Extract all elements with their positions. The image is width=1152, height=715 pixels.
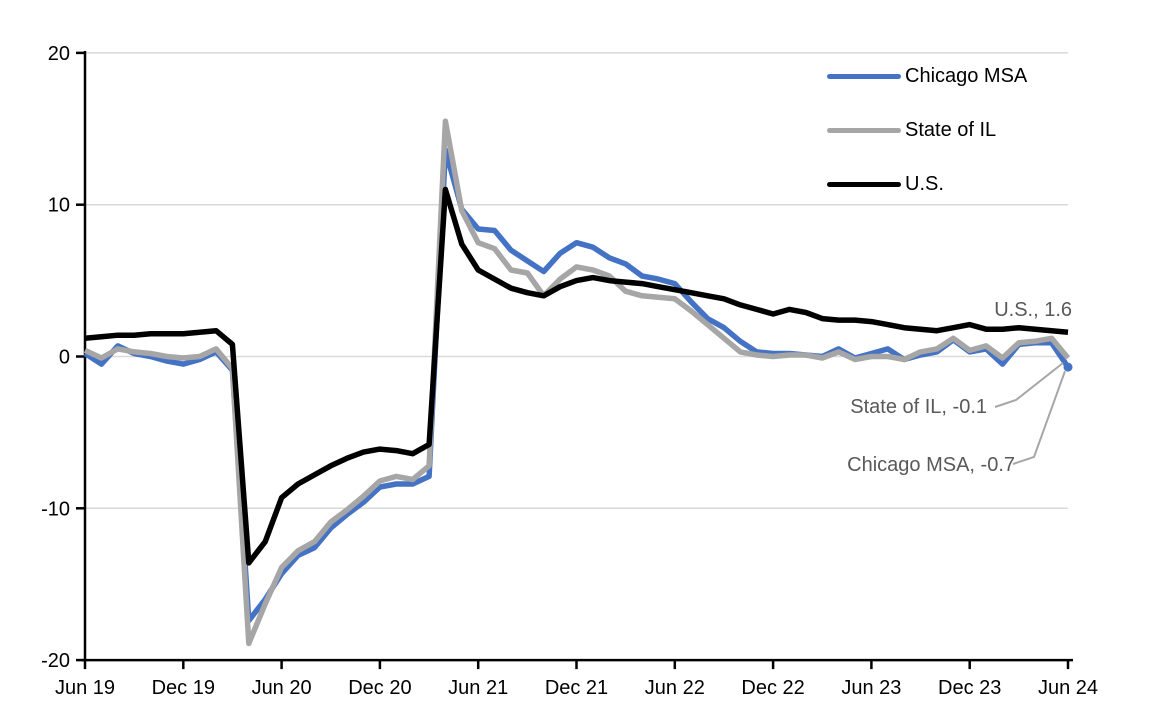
x-tick-label: Jun 24	[1038, 677, 1098, 699]
legend-label-chicago-msa: Chicago MSA	[905, 64, 1028, 87]
chicago-end-marker	[1063, 362, 1073, 372]
x-tick-label: Jun 22	[645, 677, 705, 699]
x-tick-label: Dec 22	[741, 677, 804, 699]
legend-swatch-state-of-il	[827, 127, 901, 133]
x-tick-label: Dec 21	[545, 677, 608, 699]
y-tick-label: 20	[48, 43, 70, 65]
x-tick-label: Dec 20	[348, 677, 411, 699]
leader-line-state-of-il	[994, 362, 1064, 408]
y-tick-label: -10	[41, 498, 70, 520]
legend-label-state-of-il: State of IL	[905, 118, 997, 141]
x-tick-label: Dec 19	[152, 677, 215, 699]
legend-item-state-of-il: State of IL	[827, 117, 996, 143]
x-tick-label: Jun 23	[841, 677, 901, 699]
legend-item-chicago-msa: Chicago MSA	[827, 63, 1027, 89]
x-tick-label: Jun 21	[448, 677, 508, 699]
end-label-us: U.S., 1.6	[994, 299, 1072, 321]
end-label-state-of-il: State of IL, -0.1	[850, 396, 987, 418]
legend-swatch-us	[827, 181, 901, 187]
x-tick-label: Jun 19	[55, 677, 115, 699]
y-tick-label: 10	[48, 195, 70, 217]
x-tick-label: Jun 20	[252, 677, 312, 699]
series-line-u-s-	[84, 186, 1069, 566]
legend-label-us: U.S.	[905, 172, 944, 195]
series-line-state-of-il	[83, 118, 1071, 647]
leader-line-chicago-msa	[1012, 370, 1066, 465]
legend-swatch-chicago-msa	[827, 73, 901, 79]
y-tick-label: -20	[41, 650, 70, 672]
x-tick-label: Dec 23	[938, 677, 1001, 699]
y-tick-label: 0	[59, 347, 70, 369]
end-label-chicago-msa: Chicago MSA, -0.7	[847, 454, 1015, 476]
legend-item-us: U.S.	[827, 171, 944, 197]
